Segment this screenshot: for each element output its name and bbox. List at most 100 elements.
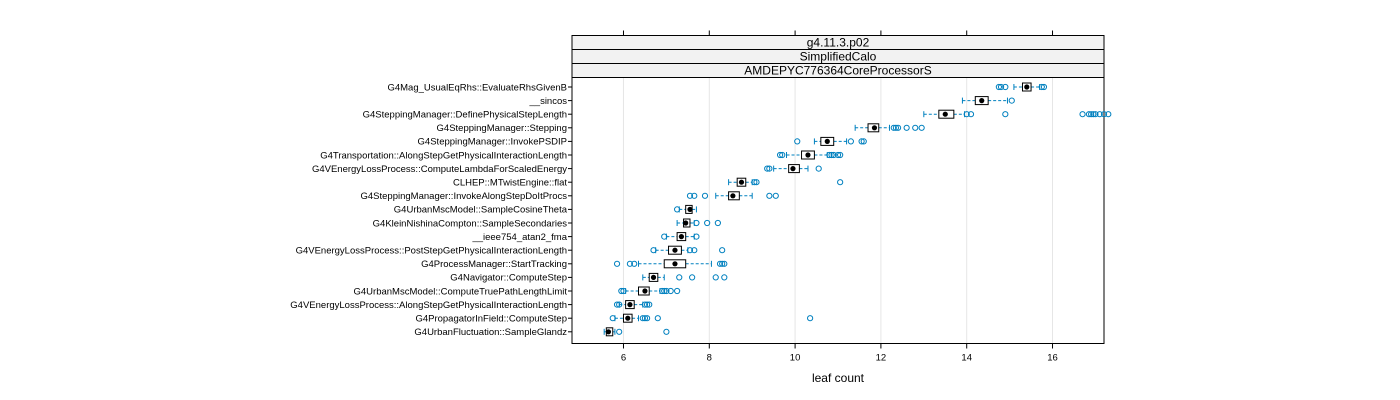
box-row: [613, 259, 728, 269]
category-label: __ieee754_atan2_fma: [471, 232, 567, 243]
box-row: [603, 327, 670, 337]
category-label: G4VEnergyLossProcess::AlongStepGetPhysic…: [290, 300, 567, 311]
outlier-point: [676, 274, 683, 281]
outlier-point: [719, 247, 726, 254]
box-row: [728, 177, 844, 187]
median-point: [625, 315, 631, 321]
outlier-point: [674, 206, 681, 213]
outlier-point: [1090, 111, 1097, 118]
outlier-point: [613, 301, 621, 308]
box-row: [764, 164, 822, 174]
x-tick-label-16: 16: [1047, 353, 1058, 364]
median-point: [871, 125, 878, 131]
outlier-point: [890, 124, 897, 131]
outlier-point: [837, 151, 844, 159]
x-tick-label-6: 6: [621, 353, 626, 364]
outlier-point: [1040, 83, 1048, 91]
outlier-point: [693, 233, 700, 240]
x-axis-title: leaf count: [812, 371, 865, 385]
box-row: [676, 218, 721, 228]
outlier-point: [779, 151, 786, 159]
category-label: G4SteppingManager::DefinePhysicalStepLen…: [363, 110, 567, 121]
category-label: G4UrbanMscModel::ComputeTruePathLengthLi…: [354, 286, 568, 297]
outlier-point: [691, 247, 698, 254]
box-row: [923, 109, 1112, 119]
outlier-point: [686, 247, 694, 254]
box-row: [650, 245, 726, 255]
x-tick-label-12: 12: [876, 353, 887, 364]
outlier-point: [918, 124, 925, 131]
category-label: G4SteppingManager::InvokeAlongStepDoItPr…: [361, 191, 568, 202]
outlier-point: [892, 124, 900, 131]
grid-lines: [622, 77, 1054, 344]
outlier-point: [631, 260, 638, 267]
median-point: [1024, 84, 1030, 90]
category-labels: G4Mag_UsualEqRhs::EvaluateRhsGivenB__sin…: [290, 82, 572, 338]
box-row: [961, 96, 1015, 106]
box-row: [995, 82, 1048, 92]
median-point: [605, 329, 612, 335]
outlier-point: [701, 192, 709, 199]
outlier-point: [997, 83, 1005, 91]
median-point: [824, 138, 830, 144]
median-point: [738, 179, 745, 185]
outlier-point: [716, 260, 724, 267]
outlier-point: [1079, 111, 1086, 118]
outlier-point: [1096, 111, 1103, 118]
category-label: G4KleinNishinaCompton::SampleSecondaries: [373, 218, 568, 229]
outlier-point: [828, 151, 835, 159]
outlier-point: [641, 301, 649, 308]
outlier-point: [860, 138, 867, 145]
box-row: [776, 150, 844, 160]
median-point: [650, 274, 657, 280]
outlier-point: [1092, 111, 1099, 118]
outlier-point: [1100, 111, 1108, 118]
outlier-point: [639, 315, 646, 322]
outlier-point: [815, 165, 822, 172]
median-point: [627, 302, 633, 308]
outlier-point: [830, 151, 837, 159]
outlier-point: [714, 219, 721, 227]
category-label: CLHEP::MTwistEngine::flat: [453, 178, 567, 189]
outlier-point: [847, 138, 854, 145]
category-label: G4PropagatorInField::ComputeStep: [415, 314, 567, 325]
category-label: G4UrbanFluctuation::SampleGlandz: [414, 327, 567, 338]
median-point: [942, 111, 948, 117]
median-point: [730, 193, 736, 199]
outlier-point: [646, 301, 653, 308]
outlier-point: [1008, 97, 1015, 104]
outlier-point: [661, 233, 668, 240]
x-axis: 6 8 10 12 14 16: [621, 30, 1058, 364]
outlier-point: [661, 287, 668, 295]
outlier-point: [620, 287, 627, 295]
median-point: [687, 206, 693, 212]
x-tick-label-8: 8: [707, 353, 712, 364]
outlier-point: [658, 287, 666, 295]
box-row: [618, 286, 681, 296]
outlier-point: [663, 287, 670, 295]
outlier-point: [643, 301, 651, 308]
outlier-point: [616, 328, 623, 335]
outlier-point: [967, 111, 975, 118]
category-label: G4VEnergyLossProcess::ComputeLambdaForSc…: [312, 164, 567, 175]
median-point: [672, 247, 678, 253]
outlier-point: [995, 83, 1002, 91]
outlier-point: [963, 111, 970, 118]
outlier-point: [1088, 111, 1095, 118]
box-row: [609, 313, 814, 323]
category-label: G4SteppingManager::InvokePSDIP: [418, 137, 567, 148]
outlier-point: [1105, 111, 1112, 118]
outlier-point: [712, 274, 719, 281]
category-label: G4Mag_UsualEqRhs::EvaluateRhsGivenB: [387, 82, 567, 93]
category-label: G4UrbanMscModel::SampleCosineTheta: [394, 205, 568, 216]
outlier-point: [1002, 111, 1009, 118]
outlier-point: [704, 219, 711, 227]
strip-headers: g4.11.3.p02 SimplifiedCalo AMDEPYC776364…: [571, 35, 1105, 78]
outlier-point: [894, 124, 902, 131]
category-label: G4ProcessManager::StartTracking: [421, 259, 567, 270]
outlier-point: [654, 315, 661, 322]
outlier-point: [691, 192, 698, 199]
outlier-point: [721, 274, 728, 281]
category-label: G4Transportation::AlongStepGetPhysicalIn…: [320, 150, 567, 161]
